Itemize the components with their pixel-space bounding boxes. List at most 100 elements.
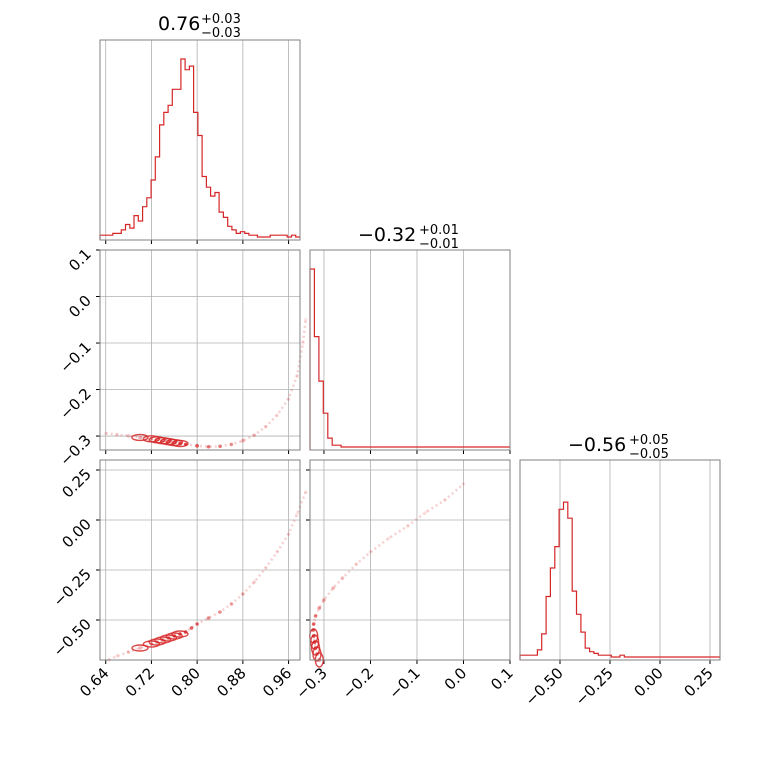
xtick-label-0-1: 0.72 (122, 664, 158, 700)
panel-frame-1-1 (309, 249, 511, 451)
title-param-1-median: −0.32 (358, 224, 416, 246)
scatter-point-2-0-22 (303, 490, 308, 494)
density-contour-2-0-2 (148, 638, 166, 646)
title-param-0-median: 0.76 (158, 13, 200, 35)
density-contour-1-0-0 (131, 433, 149, 442)
scatter-point-2-1-14 (387, 536, 391, 540)
scatter-point-2-0-18 (263, 566, 268, 570)
scatter-point-2-1-9 (322, 598, 326, 602)
title-param-2-plus: +0.05 (629, 433, 669, 448)
scatter-point-2-0-3 (138, 646, 142, 650)
panel-1-0: −0.3 −0.2 −0.1 0.0 0.1 (56, 245, 308, 470)
scatter-point-1-0-16 (252, 433, 257, 437)
ytick-label-2-2: 0.00 (58, 515, 94, 551)
scatter-point-1-0-21 (301, 341, 305, 345)
scatter-point-2-0-20 (286, 532, 291, 536)
title-param-2-median: −0.56 (568, 434, 626, 456)
xtick-label-1-0: −0.3 (292, 664, 330, 702)
density-contour-2-1-3 (309, 634, 320, 650)
scatter-point-1-0-19 (286, 397, 291, 401)
scatter-point-2-1-17 (443, 498, 447, 502)
scatter-point-1-0-1 (115, 432, 119, 437)
panel-2-0: 0.64 0.72 0.80 0.88 0.96 −0.50 −0.25 0.00 0.25 (50, 459, 308, 700)
title-param-1-plus: +0.01 (419, 223, 459, 238)
scatter-point-2-0-16 (241, 592, 245, 596)
density-contour-2-0-3 (154, 636, 172, 644)
title-param-0-minus: −0.03 (201, 26, 241, 41)
xtick-label-1-2: −0.1 (385, 664, 423, 702)
title-param-2-minus: −0.05 (629, 447, 669, 462)
titles-layer: 0.76 +0.03 −0.03 −0.32 +0.01 −0.01 −0.56… (158, 12, 669, 462)
density-contour-2-0-0 (131, 644, 149, 652)
scatter-trail-2-1 (312, 483, 465, 661)
density-contour-2-1-2 (310, 640, 321, 656)
ytick-label-2-0: −0.50 (50, 615, 95, 660)
scatter-point-2-1-10 (331, 586, 336, 590)
scatter-point-2-1-18 (461, 482, 466, 486)
panel-2-1: −0.3 −0.2 −0.1 0.0 0.1 (292, 459, 517, 703)
scatter-point-2-1-15 (405, 524, 410, 528)
scatter-point-1-0-13 (218, 444, 222, 449)
ytick-label-2-1: −0.25 (50, 565, 95, 610)
scatter-point-1-0-2 (126, 434, 131, 438)
scatter-point-2-1-8 (317, 606, 322, 610)
xtick-label-1-3: 0.0 (441, 664, 471, 694)
xtick-label-0-4: 0.96 (259, 664, 295, 700)
scatter-point-2-0-21 (295, 512, 299, 516)
scatter-point-1-0-14 (229, 442, 234, 447)
ytick-label-1-4: 0.1 (65, 245, 95, 275)
scatter-point-1-0-18 (275, 413, 279, 417)
histogram-param-1 (309, 268, 510, 450)
scatter-point-2-0-17 (252, 580, 257, 584)
scatter-point-2-0-1 (115, 654, 119, 658)
xtick-label-2-0: −0.50 (522, 664, 567, 709)
xtick-label-0-0: 0.64 (76, 664, 112, 700)
panels-layer: −0.3 −0.2 −0.1 0.0 0.1 0.64 0.72 0.80 0.88 0.96 −0… (50, 39, 721, 709)
scatter-point-2-1-12 (354, 562, 359, 566)
panel-frame-2-0 (99, 459, 301, 661)
ytick-label-2-3: 0.25 (58, 465, 94, 501)
panel-frame-2-2 (519, 459, 721, 661)
ytick-label-1-2: −0.1 (56, 338, 94, 376)
xtick-label-2-2: 0.00 (630, 664, 666, 700)
title-param-0-plus: +0.03 (201, 12, 241, 27)
scatter-point-2-1-11 (340, 576, 345, 580)
scatter-point-2-0-14 (218, 610, 222, 614)
scatter-point-2-0-12 (195, 622, 199, 626)
xtick-label-0-3: 0.88 (213, 664, 249, 700)
scatter-point-1-0-20 (295, 373, 299, 378)
scatter-point-1-0-17 (263, 424, 268, 429)
scatter-point-1-0-22 (303, 317, 308, 322)
scatter-point-2-0-19 (275, 550, 279, 554)
scatter-point-2-1-13 (368, 550, 373, 554)
panel-frame-2-1 (309, 459, 511, 661)
histogram-param-2 (519, 501, 720, 660)
xtick-label-2-3: 0.25 (680, 664, 716, 700)
scatter-point-1-0-0 (103, 431, 108, 436)
scatter-trail-1-0 (105, 319, 307, 448)
scatter-point-2-1-6 (311, 622, 316, 626)
scatter-point-1-0-12 (206, 444, 211, 449)
density-contour-1-0-6 (171, 439, 189, 448)
scatter-point-2-0-13 (206, 616, 211, 620)
scatter-point-2-0-11 (189, 626, 194, 630)
panel-2-2: −0.50 −0.25 0.00 0.25 (519, 459, 721, 709)
xtick-label-2-1: −0.25 (572, 664, 617, 709)
scatter-point-1-0-15 (241, 438, 245, 443)
ytick-label-1-1: −0.2 (56, 385, 94, 423)
panel-frame-1-0 (99, 249, 301, 451)
density-contour-2-0-1 (142, 640, 161, 648)
xtick-label-1-4: 0.1 (487, 664, 517, 694)
scatter-point-2-0-15 (229, 602, 234, 606)
scatter-point-1-0-3 (138, 435, 142, 440)
scatter-point-2-1-16 (424, 510, 429, 514)
xtick-label-0-2: 0.80 (168, 664, 204, 700)
ytick-label-1-3: 0.0 (65, 292, 95, 322)
panel-frame-0-0 (99, 39, 301, 241)
scatter-point-1-0-11 (195, 444, 199, 448)
scatter-point-2-0-2 (126, 650, 131, 654)
density-contour-2-0-5 (165, 632, 183, 640)
scatter-trail-2-0 (108, 491, 307, 662)
